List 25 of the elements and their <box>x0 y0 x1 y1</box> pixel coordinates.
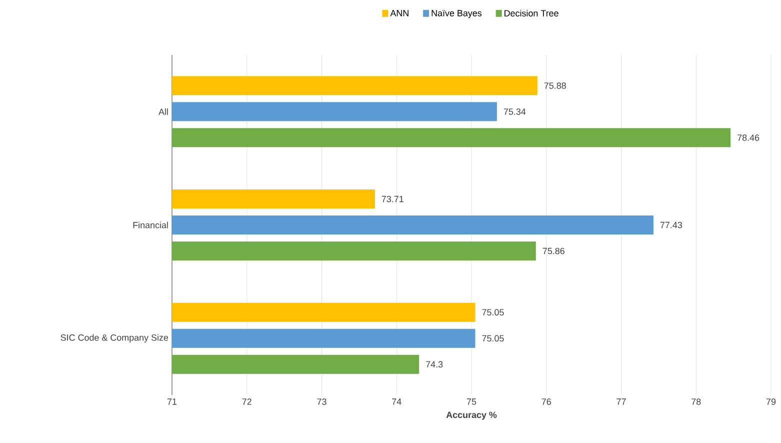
data-label: 75.05 <box>482 309 504 316</box>
data-label: 75.05 <box>482 335 504 342</box>
legend-label: ANN <box>390 10 408 16</box>
data-label: 75.88 <box>544 82 566 89</box>
x-tick-label: 75 <box>466 398 476 405</box>
x-tick-label: 77 <box>616 398 626 405</box>
data-label: 77.43 <box>660 222 682 228</box>
y-tick-label: SIC Code & Company Size <box>60 334 168 343</box>
data-label: 73.71 <box>382 196 404 202</box>
data-label: 74.3 <box>426 361 443 368</box>
x-tick-label: 79 <box>766 398 776 405</box>
x-tick-label: 74 <box>392 398 402 405</box>
y-tick-label: Financial <box>133 222 168 228</box>
data-label: 75.34 <box>504 108 526 115</box>
x-tick-label: 72 <box>242 398 252 405</box>
data-label: 78.46 <box>738 134 760 141</box>
y-tick-label: All <box>158 108 168 115</box>
legend-label: Decision Tree <box>504 10 558 16</box>
x-tick-label: 73 <box>317 398 326 405</box>
data-label: 75.86 <box>542 248 564 254</box>
x-tick-label: 78 <box>692 398 701 405</box>
legend-label: Naïve Bayes <box>432 10 482 18</box>
x-axis-title: Accuracy % <box>446 412 497 420</box>
x-tick-label: 76 <box>542 398 551 405</box>
x-tick-label: 71 <box>167 398 177 405</box>
